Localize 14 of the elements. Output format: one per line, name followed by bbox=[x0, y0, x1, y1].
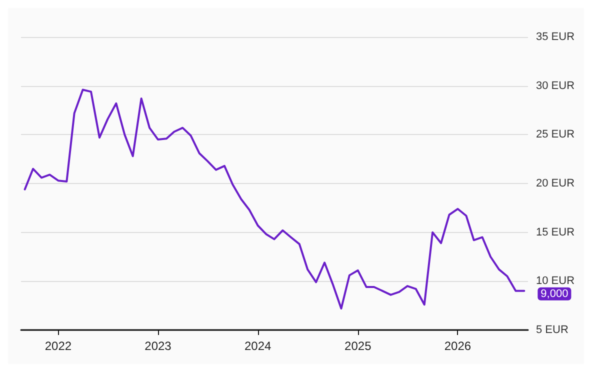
x-tick-label: 2023 bbox=[144, 339, 172, 353]
line-series bbox=[24, 88, 526, 310]
y-tick-label: 35 EUR bbox=[536, 31, 575, 43]
y-tick-label: 15 EUR bbox=[536, 226, 575, 238]
y-tick-label: 5 EUR bbox=[536, 324, 568, 336]
y-tick-label: 10 EUR bbox=[536, 275, 575, 288]
y-tick-label: 25 EUR bbox=[536, 128, 575, 141]
x-tick-label: 2024 bbox=[244, 339, 272, 353]
x-tick-label: 2026 bbox=[444, 339, 472, 353]
x-tick-label: 2025 bbox=[344, 339, 372, 353]
annotation: 9,000 bbox=[540, 288, 568, 300]
y-tick-label: 20 EUR bbox=[536, 178, 575, 190]
y-tick-label: 30 EUR bbox=[536, 80, 575, 92]
x-tick-label: 2022 bbox=[44, 339, 72, 353]
